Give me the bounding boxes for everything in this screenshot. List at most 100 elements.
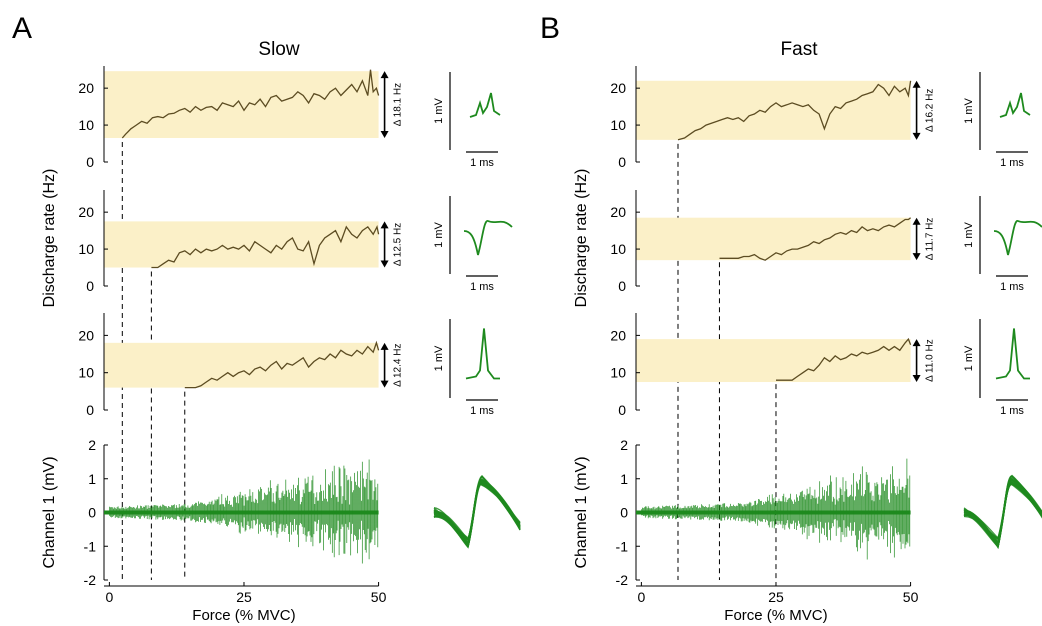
emg-tick-label: 2	[620, 437, 628, 453]
rate-tick-label: 20	[610, 327, 626, 343]
discharge-rate-line	[719, 217, 912, 261]
emg-tick-label: -2	[616, 572, 629, 588]
delta-arrow-head-up	[912, 217, 921, 225]
rate-tick-label: 0	[618, 154, 626, 170]
rate-tick-label: 0	[618, 402, 626, 418]
emg-axis-label: Channel 1 (mV)	[41, 456, 58, 568]
delta-arrow-head-up	[912, 80, 921, 88]
discharge-rate-line	[184, 340, 380, 389]
discharge-rate-line	[677, 80, 912, 141]
overlaid-waveform-trace	[433, 481, 521, 541]
waveform-trace	[993, 220, 1042, 256]
emg-signal	[641, 458, 911, 560]
delta-arrow-head-down	[912, 132, 921, 140]
discharge-rate-line	[121, 69, 380, 139]
delta-label: Δ 12.5 Hz	[393, 223, 404, 266]
delta-arrow-head-up	[912, 339, 921, 347]
emg-tick-label: 0	[620, 505, 628, 521]
emg-tick-label: -2	[84, 572, 97, 588]
scale-label-ms: 1 ms	[470, 405, 494, 417]
delta-label: Δ 11.0 Hz	[925, 339, 936, 382]
rate-tick-label: 10	[610, 117, 626, 133]
rate-axis-label: Discharge rate (Hz)	[41, 169, 58, 308]
rate-tick-label: 10	[78, 365, 94, 381]
rate-tick-label: 10	[78, 117, 94, 133]
force-axis-label: Force (% MVC)	[192, 607, 295, 624]
rate-tick-label: 0	[86, 278, 94, 294]
scale-label-mv: 1 mV	[433, 345, 445, 371]
rate-tick-label: 20	[78, 204, 94, 220]
rate-range-band	[104, 221, 379, 268]
delta-arrow-head-down	[912, 375, 921, 383]
emg-tick-label: -1	[616, 538, 629, 554]
delta-label: Δ 12.4 Hz	[393, 344, 404, 387]
rate-tick-label: 20	[610, 80, 626, 96]
emg-axis-label: Channel 1 (mV)	[573, 456, 590, 568]
delta-label: Δ 18.1 Hz	[393, 83, 404, 126]
delta-label: Δ 16.2 Hz	[925, 89, 936, 132]
scale-label-ms: 1 ms	[470, 157, 494, 169]
panel-letter: A	[12, 12, 32, 45]
emg-channel: 2 1 0 -1 -2 Channel 1 (mV) 0 25 50 Force (% MVC)	[573, 437, 1042, 624]
emg-tick-label: 2	[88, 437, 96, 453]
delta-arrow-head-down	[912, 253, 921, 261]
emg-tick-label: 0	[88, 505, 96, 521]
force-tick-label: 0	[105, 589, 113, 605]
scale-label-mv: 1 mV	[433, 98, 445, 124]
rate-tick-label: 0	[86, 402, 94, 418]
scale-label-mv: 1 mV	[963, 222, 975, 248]
waveform-template: 1 mV 1 ms	[433, 196, 513, 293]
rate-range-band	[636, 339, 911, 383]
force-tick-label: 50	[371, 589, 387, 605]
scale-label-ms: 1 ms	[1000, 157, 1024, 169]
emg-tick-label: 1	[88, 471, 96, 487]
panel-letter: B	[540, 12, 560, 45]
rate-tick-label: 0	[86, 154, 94, 170]
rate-tick-label: 10	[610, 365, 626, 381]
waveform-template: 1 mV 1 ms	[963, 319, 1030, 417]
overlaid-waveform-trace	[963, 475, 1042, 547]
rate-tick-label: 20	[78, 80, 94, 96]
rate-range-band	[636, 80, 911, 140]
emg-signal	[109, 459, 379, 564]
delta-arrow-head-up	[380, 221, 389, 229]
force-tick-label: 50	[903, 589, 919, 605]
scale-label-mv: 1 mV	[963, 98, 975, 124]
scale-label-mv: 1 mV	[963, 345, 975, 371]
rate-range-band	[636, 217, 911, 261]
panel-title: Slow	[258, 39, 299, 60]
force-tick-label: 0	[637, 589, 645, 605]
waveform-template: 1 mV 1 ms	[433, 72, 501, 169]
scale-label-mv: 1 mV	[433, 222, 445, 248]
waveform-template: 1 mV 1 ms	[963, 196, 1042, 293]
waveform-trace	[465, 328, 500, 380]
overlaid-waveform-trace	[963, 477, 1042, 545]
delta-arrow-head-down	[380, 131, 389, 138]
force-tick-label: 25	[768, 589, 784, 605]
waveform-trace	[995, 328, 1030, 380]
rate-tick-label: 0	[618, 278, 626, 294]
rate-tick-label: 20	[78, 327, 94, 343]
delta-arrow-head-down	[380, 260, 389, 268]
delta-arrow-head-down	[380, 380, 389, 388]
delta-arrow-head-up	[380, 342, 389, 350]
discharge-rate-line	[776, 337, 912, 381]
rate-tick-label: 10	[78, 241, 94, 257]
force-axis-label: Force (% MVC)	[724, 607, 827, 624]
scale-label-ms: 1 ms	[470, 281, 494, 293]
emg-channel: 2 1 0 -1 -2 Channel 1 (mV) 0 25 50 Force (% MVC)	[41, 437, 521, 624]
waveform-template: 1 mV 1 ms	[433, 319, 500, 417]
rate-axis-label: Discharge rate (Hz)	[573, 169, 590, 308]
overlaid-waveforms	[433, 475, 521, 549]
discharge-rate-line	[151, 224, 380, 269]
rate-tick-label: 20	[610, 204, 626, 220]
scale-label-ms: 1 ms	[1000, 405, 1024, 417]
waveform-trace	[469, 92, 501, 118]
